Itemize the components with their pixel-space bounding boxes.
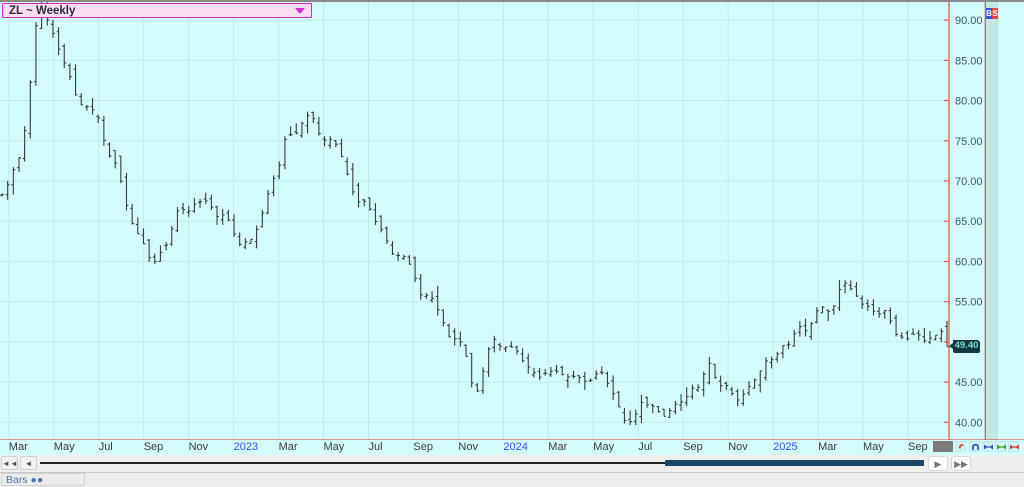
svg-text:55.00: 55.00 (955, 297, 983, 309)
svg-text:45.00: 45.00 (955, 377, 983, 389)
svg-text:70.00: 70.00 (955, 176, 983, 188)
svg-text:75.00: 75.00 (955, 136, 983, 148)
svg-text:85.00: 85.00 (955, 55, 983, 67)
svg-text:65.00: 65.00 (955, 216, 983, 228)
svg-text:80.00: 80.00 (955, 96, 983, 108)
svg-text:60.00: 60.00 (955, 256, 983, 268)
svg-text:90.00: 90.00 (955, 15, 983, 27)
svg-text:40.00: 40.00 (955, 417, 983, 429)
